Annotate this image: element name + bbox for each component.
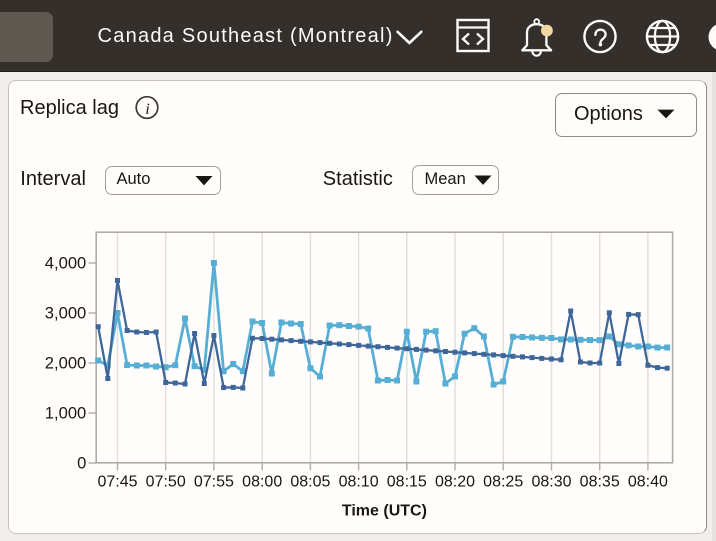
- svg-text:08:35: 08:35: [580, 474, 620, 491]
- svg-text:08:00: 08:00: [242, 474, 282, 491]
- svg-text:08:05: 08:05: [290, 474, 330, 491]
- svg-text:1,000: 1,000: [45, 404, 87, 423]
- svg-text:08:40: 08:40: [628, 474, 668, 491]
- svg-text:2,000: 2,000: [45, 354, 87, 373]
- svg-text:07:55: 07:55: [194, 474, 234, 491]
- svg-text:08:20: 08:20: [435, 474, 475, 491]
- svg-text:07:45: 07:45: [97, 474, 137, 491]
- svg-text:4,000: 4,000: [45, 254, 87, 273]
- svg-text:08:15: 08:15: [387, 474, 427, 491]
- svg-text:07:50: 07:50: [146, 474, 186, 491]
- svg-text:08:10: 08:10: [339, 474, 379, 491]
- svg-text:08:30: 08:30: [531, 474, 571, 491]
- svg-text:Time (UTC): Time (UTC): [342, 503, 427, 520]
- svg-text:08:25: 08:25: [483, 474, 523, 491]
- svg-text:i: i: [145, 101, 149, 118]
- svg-text:0: 0: [77, 454, 86, 473]
- svg-text:3,000: 3,000: [45, 304, 87, 323]
